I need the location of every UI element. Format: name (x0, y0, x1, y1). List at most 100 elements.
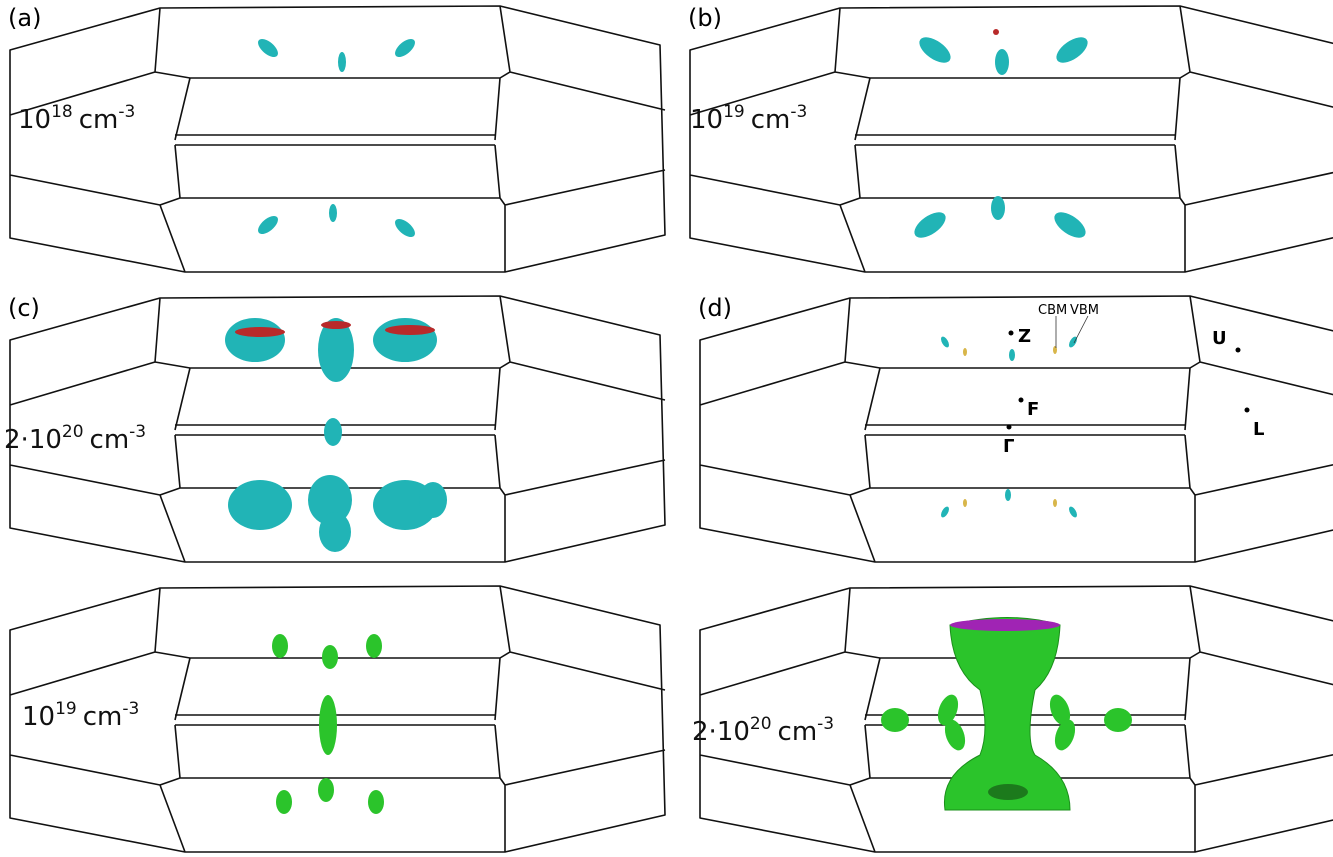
k-point-label: L (1253, 419, 1264, 440)
fermi-pocket (321, 321, 351, 329)
fermi-pocket (318, 778, 334, 802)
unit-exponent: -3 (817, 714, 834, 734)
fermi-pocket (941, 506, 949, 518)
panel: 1019 cm-3 (9, 585, 666, 853)
annotation-leader (1073, 315, 1089, 344)
fermi-pocket (881, 708, 909, 732)
fermi-pocket (385, 325, 435, 335)
brillouin-zone (9, 5, 666, 273)
fermi-pocket (235, 327, 285, 337)
fermi-pocket (944, 719, 966, 751)
fermi-surface (943, 617, 1071, 811)
concentration-label: 1019 cm-3 (690, 102, 807, 135)
fermi-pocket (258, 216, 278, 234)
fermi-surface-top (950, 619, 1060, 631)
fermi-pocket (272, 634, 288, 658)
panel-tag: (c) (8, 294, 40, 322)
fermi-pocket (963, 499, 967, 507)
fermi-pocket (368, 790, 384, 814)
mantissa: 10 (29, 425, 62, 455)
panel: (b) 1019 cm-3 (688, 4, 1333, 273)
exponent: 19 (723, 102, 745, 122)
fermi-pocket (225, 318, 285, 362)
fermi-pocket (1053, 499, 1057, 507)
exponent: 19 (55, 699, 77, 719)
fermi-pocket (395, 39, 415, 57)
concentration-label: 1019 cm-3 (22, 699, 139, 732)
fermi-pocket (941, 336, 949, 348)
fermi-pocket (322, 645, 338, 669)
fermi-pocket (395, 219, 415, 237)
exponent: 20 (750, 714, 772, 734)
prefix: 2· (4, 425, 29, 455)
unit: cm (90, 425, 130, 455)
fermi-pocket (914, 212, 946, 238)
unit-exponent: -3 (790, 102, 807, 122)
fermi-pocket (1069, 506, 1077, 518)
fermi-pocket (991, 196, 1005, 220)
fermi-pocket (993, 29, 999, 35)
unit-exponent: -3 (129, 422, 146, 442)
k-point-label: U (1212, 328, 1227, 349)
fermi-surface-hole (988, 784, 1028, 800)
fermi-pocket (329, 204, 337, 222)
fermi-pocket (963, 348, 967, 356)
panel-tag: (b) (688, 4, 722, 32)
fermi-pocket (318, 318, 354, 382)
unit-exponent: -3 (122, 699, 139, 719)
k-point (1235, 347, 1241, 353)
fermi-pocket (373, 318, 437, 362)
k-point-label: F (1027, 399, 1039, 420)
fermi-pocket (995, 49, 1009, 75)
mantissa: 10 (690, 105, 723, 135)
unit: cm (778, 717, 818, 747)
fermi-pocket (338, 52, 346, 72)
brillouin-zone (699, 295, 1333, 563)
fermi-pocket (937, 694, 959, 726)
concentration-label: 1018 cm-3 (18, 102, 135, 135)
fermi-pocket (366, 634, 382, 658)
fermi-pocket (319, 695, 337, 755)
fermi-pocket (1005, 489, 1011, 501)
panel: 2·1020 cm-3 (692, 585, 1333, 853)
brillouin-zone (689, 5, 1333, 273)
k-point (1244, 407, 1250, 413)
mantissa: 10 (18, 105, 51, 135)
unit-exponent: -3 (118, 102, 135, 122)
mantissa: 10 (717, 717, 750, 747)
fermi-pocket (258, 39, 278, 57)
fermi-pocket (1054, 212, 1086, 238)
exponent: 18 (51, 102, 73, 122)
k-point-label: Z (1018, 326, 1031, 347)
annotation: VBM (1070, 303, 1099, 318)
fermi-pocket (1049, 694, 1071, 726)
k-point (1008, 330, 1014, 336)
fermi-pocket (324, 418, 342, 446)
panel-tag: (d) (698, 294, 732, 322)
fermi-pocket (1104, 708, 1132, 732)
unit: cm (751, 105, 791, 135)
panel: (c) 2·1020 cm-3 (4, 294, 666, 563)
fermi-pocket (308, 475, 352, 525)
k-point (1006, 424, 1012, 430)
panel-tag: (a) (8, 4, 41, 32)
fermi-pocket (319, 512, 351, 552)
fermi-pocket (919, 37, 951, 63)
k-point (1018, 397, 1024, 403)
unit: cm (79, 105, 119, 135)
annotation: CBM (1038, 303, 1067, 318)
fermi-pocket (228, 480, 292, 530)
fermi-pocket (1009, 349, 1015, 361)
mantissa: 10 (22, 702, 55, 732)
fermi-pocket (1069, 336, 1077, 348)
panel: (d) Z FΓ U L CBM VBM (698, 294, 1333, 563)
fermi-pocket (276, 790, 292, 814)
concentration-label: 2·1020 cm-3 (692, 714, 834, 747)
fermi-pocket (1053, 346, 1057, 354)
panel: (a) 1018 cm-3 (8, 4, 666, 273)
fermi-pocket (1056, 37, 1088, 63)
k-point-label: Γ (1003, 436, 1014, 457)
prefix: 2· (692, 717, 717, 747)
fermi-pocket (1054, 719, 1076, 751)
